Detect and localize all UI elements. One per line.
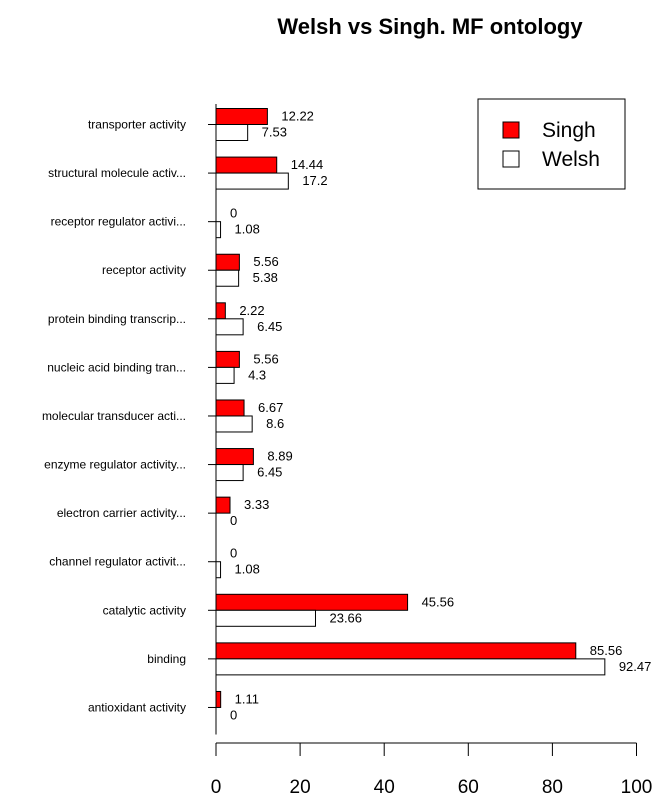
- chart-title: Welsh vs Singh. MF ontology: [277, 14, 583, 39]
- bar-singh: [215, 253, 240, 271]
- value-label: 92.47: [619, 659, 652, 674]
- value-label: 6.45: [257, 319, 282, 334]
- value-tick-label: 40: [374, 777, 395, 798]
- bar-welsh: [215, 366, 235, 384]
- value-label: 14.44: [291, 157, 324, 172]
- value-label: 0: [230, 707, 237, 722]
- bar-singh: [215, 448, 254, 466]
- bar-singh: [215, 496, 231, 514]
- legend-label-singh: Singh: [542, 119, 596, 142]
- bar-singh: [215, 399, 245, 417]
- bar-singh: [215, 302, 226, 320]
- value-label: 0: [230, 206, 237, 221]
- category-label: protein binding transcrip...: [48, 312, 186, 326]
- value-tick-label: 20: [290, 777, 311, 798]
- bar-welsh: [215, 269, 240, 287]
- bar-welsh: [215, 464, 244, 482]
- value-label: 1.08: [235, 562, 260, 577]
- bars-layer: [215, 108, 606, 708]
- category-label: channel regulator activit...: [49, 555, 186, 569]
- category-label: receptor activity: [102, 263, 186, 277]
- value-label: 2.22: [239, 303, 264, 318]
- legend-swatch-singh: [502, 121, 520, 139]
- bar-singh: [215, 690, 222, 708]
- legend-box: [477, 98, 626, 190]
- value-labels: 12.227.5314.4417.201.085.565.382.226.455…: [230, 109, 651, 723]
- category-label: receptor regulator activi...: [51, 215, 186, 229]
- value-label: 12.22: [281, 109, 314, 124]
- value-label: 6.45: [257, 465, 282, 480]
- category-label: nucleic acid binding tran...: [47, 360, 186, 374]
- bar-singh: [215, 642, 577, 660]
- value-tick-label: 80: [542, 777, 563, 798]
- bar-welsh: [215, 124, 249, 141]
- category-label: electron carrier activity...: [57, 506, 186, 520]
- value-label: 17.2: [302, 173, 327, 188]
- value-tick-label: 0: [211, 777, 222, 798]
- bar-welsh: [215, 318, 244, 336]
- value-label: 85.56: [590, 643, 623, 658]
- category-label: antioxidant activity: [88, 700, 186, 714]
- bar-welsh: [215, 221, 222, 239]
- category-label: transporter activity: [88, 118, 186, 132]
- legend-label-welsh: Welsh: [542, 148, 600, 171]
- bar-singh: [215, 593, 409, 611]
- bar-welsh: [215, 172, 289, 190]
- value-label: 5.56: [253, 254, 278, 269]
- value-axis: 0 20 40 60 80 100: [211, 742, 653, 798]
- bar-singh: [215, 108, 268, 125]
- bar-welsh: [215, 415, 253, 433]
- bar-welsh: [215, 561, 222, 579]
- category-label: enzyme regulator activity...: [44, 458, 186, 472]
- value-label: 0: [230, 546, 237, 561]
- value-label: 23.66: [329, 610, 362, 625]
- bar-singh: [215, 350, 240, 368]
- category-label: structural molecule activ...: [48, 166, 186, 180]
- value-label: 5.56: [253, 351, 278, 366]
- value-label: 1.11: [235, 691, 259, 706]
- bar-singh: [215, 156, 278, 174]
- bar-welsh: [215, 609, 316, 627]
- value-label: 7.53: [262, 125, 287, 140]
- category-label: molecular transducer acti...: [42, 409, 186, 423]
- legend-swatch-welsh: [502, 150, 520, 168]
- legend: Singh Welsh: [477, 98, 626, 190]
- value-label: 8.6: [266, 416, 284, 431]
- value-label: 1.08: [235, 222, 260, 237]
- value-label: 45.56: [422, 594, 455, 609]
- bar-welsh: [215, 658, 606, 676]
- value-label: 3.33: [244, 497, 269, 512]
- value-label: 6.67: [258, 400, 283, 415]
- category-label: catalytic activity: [103, 603, 186, 617]
- category-axis: transporter activity structural molecule …: [42, 104, 217, 735]
- value-label: 0: [230, 513, 237, 528]
- value-tick-label: 100: [621, 777, 653, 798]
- value-label: 5.38: [253, 270, 278, 285]
- value-label: 4.3: [248, 367, 266, 382]
- value-tick-label: 60: [458, 777, 479, 798]
- value-label: 8.89: [267, 449, 292, 464]
- category-label: binding: [147, 652, 186, 666]
